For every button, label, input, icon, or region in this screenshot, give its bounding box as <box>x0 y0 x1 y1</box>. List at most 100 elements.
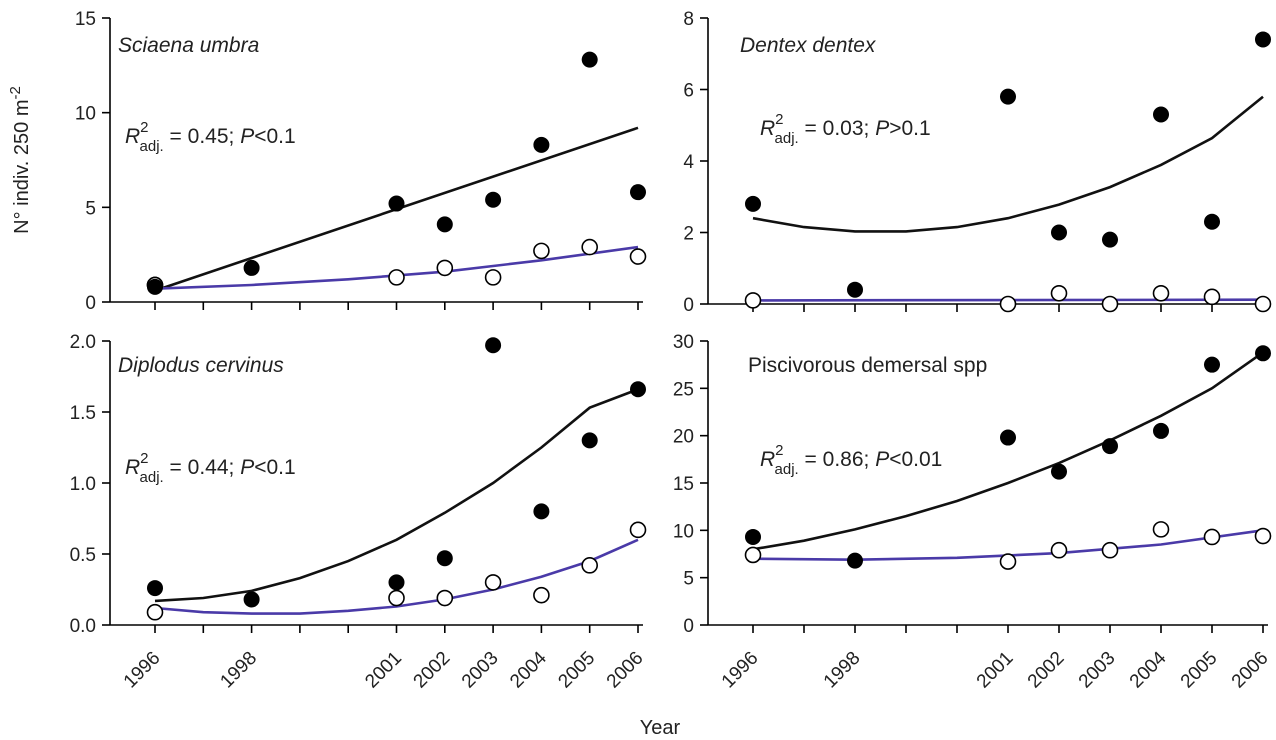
open-marker <box>629 521 647 539</box>
y-tick-label: 0.0 <box>70 616 96 637</box>
x-tick-label: 2006 <box>1228 648 1273 693</box>
filled-marker <box>1153 422 1169 439</box>
filled-marker <box>581 51 598 68</box>
filled-marker <box>147 278 163 295</box>
filled-marker <box>745 195 761 212</box>
filled-marker <box>1102 438 1118 455</box>
y-tick-label: 2 <box>683 224 694 245</box>
y-tick-label: 5 <box>683 569 694 590</box>
panel-title: Sciaena umbra <box>118 34 259 57</box>
filled-marker <box>1000 429 1016 446</box>
panel-title: Diplodus cervinus <box>118 354 284 377</box>
r2-annotation: R2 adj. = 0.44; P<0.1 <box>125 450 296 486</box>
open-marker <box>581 557 599 574</box>
x-tick-label: 2006 <box>603 648 648 693</box>
y-tick-label: 20 <box>673 427 694 448</box>
y-tick-label: 0.5 <box>70 545 96 566</box>
open-marker <box>1101 541 1119 559</box>
y-tick-label: 15 <box>75 9 96 30</box>
y-tick-label: 10 <box>75 104 96 125</box>
open-marker <box>1050 284 1068 302</box>
filled-marker <box>243 259 260 276</box>
panel-title: Piscivorous demersal spp <box>748 354 987 377</box>
x-tick-label: 1996 <box>718 648 763 693</box>
x-tick-label: 2002 <box>1024 648 1069 693</box>
y-tick-label: 0 <box>85 293 96 314</box>
y-tick-label: 25 <box>673 379 694 400</box>
filled-marker <box>243 591 260 608</box>
open-marker <box>1254 527 1272 545</box>
y-tick-label: 2.0 <box>70 332 96 353</box>
open-marker <box>388 589 405 607</box>
open-marker <box>581 238 599 256</box>
filled-marker <box>1204 213 1220 230</box>
open-marker <box>436 589 454 607</box>
filled-marker <box>485 337 502 354</box>
fit-line-filled-series <box>154 388 639 603</box>
x-tick-label: 1996 <box>120 648 165 693</box>
r2-annotation: R2 adj. = 0.45; P<0.1 <box>125 119 296 155</box>
filled-marker <box>1255 345 1271 362</box>
y-tick-label: 0 <box>683 295 694 316</box>
chart-panel-1: 0 5 10 15 Sciaena umbra R2 adj. = 0.45; P<0.1 <box>75 9 647 314</box>
filled-marker <box>147 580 163 597</box>
filled-marker <box>847 552 863 569</box>
open-marker <box>629 248 647 265</box>
open-marker <box>999 295 1017 313</box>
r2-annotation: R2 adj. = 0.03; P>0.1 <box>760 111 931 147</box>
x-tick-label: 2002 <box>410 648 455 693</box>
x-tick-label: 2001 <box>361 648 406 693</box>
filled-marker <box>630 381 646 398</box>
y-axis-title-sup: -2 <box>7 86 24 99</box>
open-marker <box>484 269 502 286</box>
open-marker <box>1203 288 1221 306</box>
filled-marker <box>533 503 550 520</box>
filled-marker <box>847 281 863 298</box>
r2-annotation: R2 adj. = 0.86; P<0.01 <box>760 442 942 478</box>
x-tick-label: 2003 <box>458 648 503 693</box>
y-tick-label: 4 <box>683 152 694 173</box>
fit-line-filled-series <box>752 95 1264 233</box>
open-marker <box>744 546 762 564</box>
y-tick-label: 8 <box>683 9 694 30</box>
open-marker <box>1050 541 1068 559</box>
open-marker <box>146 603 164 621</box>
filled-marker <box>1153 106 1169 123</box>
y-tick-label: 10 <box>673 521 694 542</box>
filled-marker <box>436 550 453 567</box>
filled-marker <box>485 191 502 208</box>
open-marker <box>1101 295 1119 313</box>
filled-marker <box>388 195 405 212</box>
filled-marker <box>1255 31 1271 48</box>
filled-marker <box>630 184 646 201</box>
x-tick-label: 2003 <box>1075 648 1120 693</box>
open-marker <box>744 292 762 309</box>
panel-title: Dentex dentex <box>740 34 877 57</box>
filled-marker <box>436 216 453 233</box>
open-marker <box>388 269 405 286</box>
open-marker <box>1152 284 1170 302</box>
open-marker <box>999 553 1017 570</box>
filled-marker <box>1000 88 1016 105</box>
y-tick-label: 30 <box>673 332 694 353</box>
filled-marker <box>1102 231 1118 248</box>
filled-marker <box>533 136 550 153</box>
y-tick-label: 1.5 <box>70 403 96 424</box>
y-tick-label: 5 <box>85 198 96 219</box>
x-axis-title: Year <box>640 717 681 739</box>
x-tick-label: 2005 <box>554 648 599 693</box>
x-tick-label: 1998 <box>216 648 261 693</box>
y-tick-label: 6 <box>683 81 694 102</box>
open-marker <box>533 242 550 260</box>
chart-panel-4: 0 5 10 15 20 25 30 1996 1998 2001 2002 2003 2004 2005… <box>673 332 1273 692</box>
fit-line-open-series <box>154 538 639 615</box>
filled-marker <box>581 432 598 449</box>
fit-line-filled-series <box>752 351 1264 551</box>
open-marker <box>1203 528 1221 546</box>
y-tick-label: 15 <box>673 474 694 495</box>
x-tick-label: 2001 <box>973 648 1018 693</box>
x-tick-label: 2004 <box>506 647 551 692</box>
filled-marker <box>745 528 761 545</box>
